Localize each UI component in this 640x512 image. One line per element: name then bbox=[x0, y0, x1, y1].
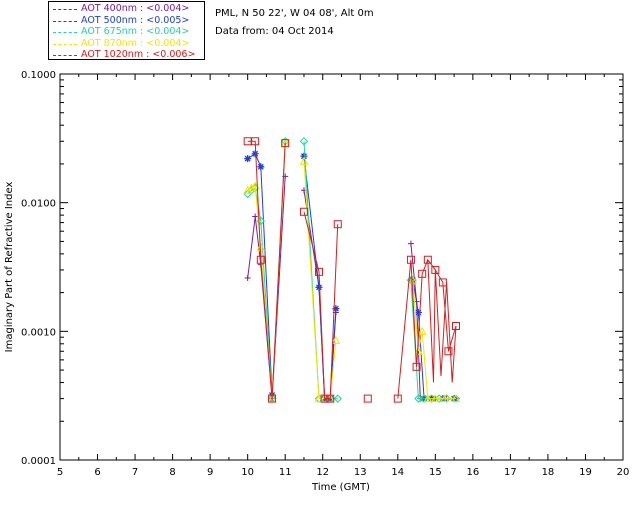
series-line bbox=[412, 280, 456, 400]
series-0 bbox=[244, 173, 459, 402]
square-marker bbox=[268, 394, 277, 403]
legend-label: AOT 1020nm : <0.006> bbox=[81, 49, 196, 60]
x-tick-label: 8 bbox=[169, 467, 175, 478]
legend-label: AOT 500nm : <0.005> bbox=[81, 14, 190, 26]
square-marker bbox=[326, 394, 335, 403]
axis-ticks: 5 6 7 8 9 10 11 12 13 14 15 16 17 18 19 20 0.0001 0.0010 0… bbox=[21, 70, 629, 478]
y-tick-label: 0.1000 bbox=[21, 70, 56, 81]
series-5 bbox=[427, 259, 457, 383]
star-marker bbox=[315, 283, 323, 291]
x-tick-label: 16 bbox=[466, 467, 479, 478]
star-marker bbox=[251, 150, 259, 158]
x-tick-label: 14 bbox=[391, 467, 404, 478]
series-line bbox=[303, 211, 339, 400]
legend-item: AOT 675nm : <0.004> bbox=[49, 26, 206, 38]
plot-frame bbox=[59, 73, 624, 461]
y-tick-label: 0.0001 bbox=[21, 456, 56, 467]
square-marker bbox=[333, 220, 342, 229]
x-tick-label: 6 bbox=[94, 467, 100, 478]
legend-item: AOT 870nm : <0.004> bbox=[49, 38, 206, 50]
series-line bbox=[247, 140, 286, 399]
x-tick-label: 11 bbox=[279, 467, 292, 478]
date-info: Data from: 04 Oct 2014 bbox=[215, 26, 334, 37]
square-marker bbox=[363, 394, 372, 403]
triangle-marker bbox=[267, 394, 277, 403]
square-marker bbox=[251, 137, 260, 146]
x-tick-label: 5 bbox=[57, 467, 63, 478]
series-line bbox=[247, 152, 273, 396]
series-line bbox=[303, 156, 337, 400]
star-marker bbox=[414, 309, 422, 317]
legend-item: AOT 500nm : <0.005> bbox=[49, 15, 206, 27]
square-marker bbox=[314, 267, 323, 276]
legend-swatch bbox=[53, 55, 77, 56]
triangle-marker bbox=[331, 335, 341, 344]
star-marker bbox=[300, 152, 308, 160]
triangle-marker bbox=[408, 275, 418, 284]
x-tick-label: 15 bbox=[429, 467, 442, 478]
legend-swatch bbox=[53, 32, 77, 33]
square-marker bbox=[412, 362, 421, 371]
legend-swatch bbox=[53, 9, 77, 10]
triangle-marker bbox=[414, 346, 423, 355]
x-tick-label: 9 bbox=[207, 467, 213, 478]
square-marker bbox=[281, 139, 290, 148]
x-tick-label: 20 bbox=[617, 467, 630, 478]
data-series bbox=[243, 137, 461, 403]
square-marker bbox=[299, 207, 308, 216]
plus-marker bbox=[407, 240, 414, 247]
triangle-marker bbox=[299, 156, 309, 165]
x-tick-label: 10 bbox=[241, 467, 254, 478]
x-tick-label: 7 bbox=[132, 467, 138, 478]
series-2 bbox=[243, 137, 461, 403]
triangle-marker bbox=[440, 394, 450, 403]
square-marker bbox=[444, 347, 453, 356]
star-marker bbox=[257, 163, 265, 171]
legend-item: AOT 1020nm : <0.006> bbox=[49, 49, 206, 61]
diamond-marker bbox=[299, 137, 309, 146]
diamond-marker bbox=[333, 394, 342, 403]
plus-marker bbox=[244, 274, 251, 281]
x-tick-label: 18 bbox=[542, 467, 555, 478]
triangle-marker bbox=[430, 394, 440, 403]
series-line bbox=[427, 259, 457, 383]
legend-label: AOT 675nm : <0.004> bbox=[81, 26, 190, 37]
y-axis-label: Imaginary Part of Refractive Index bbox=[4, 182, 15, 353]
legend-label: AOT 400nm : <0.004> bbox=[81, 3, 190, 14]
triangle-marker bbox=[417, 326, 427, 335]
x-tick-label: 13 bbox=[354, 467, 367, 478]
legend-label: AOT 870nm : <0.004> bbox=[81, 37, 190, 49]
series-4 bbox=[243, 137, 460, 403]
diamond-marker bbox=[414, 394, 423, 403]
square-marker bbox=[256, 255, 265, 264]
square-marker bbox=[243, 137, 252, 146]
square-marker bbox=[393, 394, 402, 403]
x-axis-label: Time (GMT) bbox=[311, 482, 370, 493]
star-marker bbox=[332, 305, 340, 313]
x-tick-label: 12 bbox=[316, 467, 329, 478]
triangle-marker bbox=[423, 394, 433, 403]
plus-marker bbox=[252, 213, 259, 220]
series-line bbox=[397, 258, 457, 399]
legend-item: AOT 400nm : <0.004> bbox=[49, 3, 206, 15]
x-tick-label: 17 bbox=[504, 467, 517, 478]
legend-swatch bbox=[53, 20, 77, 22]
x-tick-label: 19 bbox=[579, 467, 592, 478]
y-tick-label: 0.0010 bbox=[21, 327, 56, 338]
location-info: PML, N 50 22', W 04 08', Alt 0m bbox=[215, 8, 374, 19]
legend-swatch bbox=[53, 43, 77, 45]
square-marker bbox=[418, 269, 427, 278]
triangle-marker bbox=[247, 183, 256, 192]
triangle-marker bbox=[451, 394, 461, 403]
series-3 bbox=[243, 138, 461, 403]
square-marker bbox=[320, 394, 329, 403]
legend: AOT 400nm : <0.004> AOT 500nm : <0.005> AO… bbox=[48, 1, 205, 60]
square-marker bbox=[406, 255, 415, 264]
star-marker bbox=[244, 155, 252, 163]
triangle-marker bbox=[243, 185, 253, 194]
y-tick-label: 0.0100 bbox=[21, 199, 56, 210]
